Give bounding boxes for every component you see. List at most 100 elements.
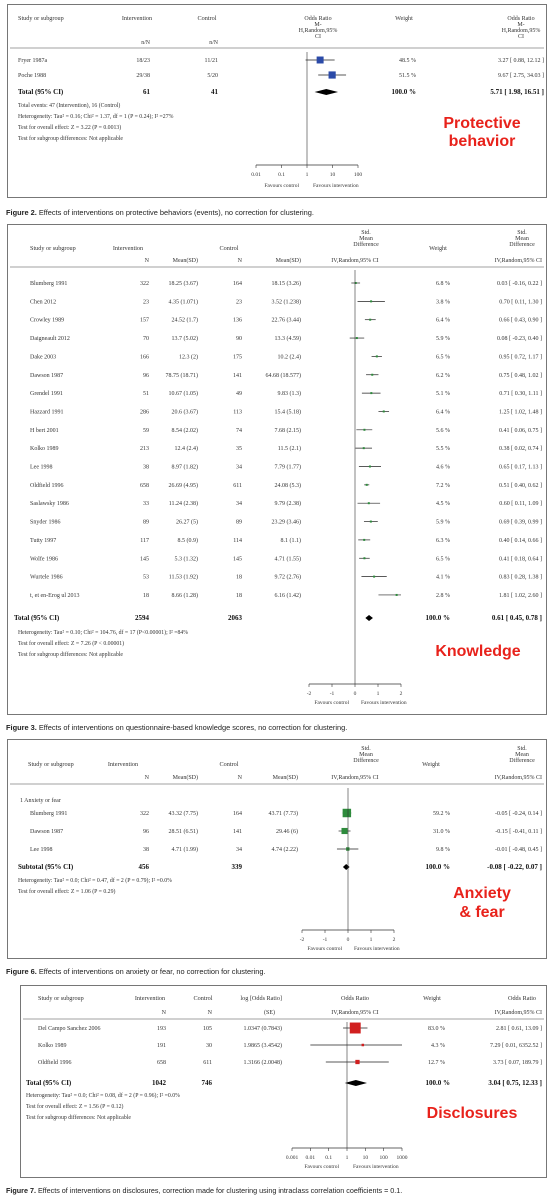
- p2-effect-square-9: [362, 447, 365, 450]
- p3-effect-square-0: [342, 808, 352, 818]
- p1-favours-intervention: Favours intervention: [313, 183, 359, 189]
- p4-stat-2: Test for subgroup differences: Not appli…: [26, 1114, 131, 1121]
- p3-weight-1: 31.0 %: [433, 829, 450, 835]
- p3-mean-0: 43.32 (7.75): [169, 810, 199, 817]
- p2-study-name-12: Saslawsky 1986: [30, 501, 69, 507]
- p3-control-n-0: 164: [233, 811, 242, 817]
- p3-x-tick-label-3: 1: [370, 937, 373, 943]
- p3-header-control: Control: [220, 761, 239, 768]
- p2-subheader-effect-right: IV,Random,95% CI: [495, 258, 542, 264]
- p2-study-name-17: t, et en-Erog ul 2013: [30, 593, 80, 599]
- p2-total-estimate: 0.61 [ 0.45, 0.78 ]: [492, 614, 542, 622]
- p2-control-mean-16: 9.72 (2.76): [275, 574, 302, 581]
- p1-header-weight: Weight: [395, 15, 413, 22]
- p3-estimate-1: -0.15 [ -0.41, 0.11 ]: [495, 829, 542, 835]
- p1-header-intervention: Intervention: [122, 15, 152, 22]
- p3-control-mean-1: 29.46 (6): [276, 828, 298, 835]
- p2-highlight-label-0: Knowledge: [435, 643, 520, 660]
- p2-study-name-11: Oldfield 1996: [30, 482, 64, 489]
- p2-mean-6: 10.67 (1.05): [169, 390, 199, 397]
- p2-study-name-1: Chen 2012: [30, 299, 56, 305]
- p2-caption: Figure 3. Effects of interventions on qu…: [6, 723, 347, 732]
- p2-weight-6: 5.1 %: [436, 391, 450, 397]
- p2-stat-2: Test for subgroup differences: Not appli…: [18, 651, 123, 658]
- p2-study-name-4: Dake 2003: [30, 354, 56, 360]
- p2-control-mean-0: 18.15 (3.26): [272, 280, 302, 287]
- p2-control-n-13: 89: [236, 520, 242, 526]
- p4-control-n-2: 611: [203, 1060, 212, 1066]
- p2-mean-0: 18.25 (3.67): [169, 280, 199, 287]
- p3-control-mean-0: 43.71 (7.73): [269, 810, 299, 817]
- p3-subheader-mean: Mean(SD): [173, 774, 198, 781]
- p2-mean-3: 13.7 (5.02): [172, 335, 199, 342]
- p2-weight-9: 5.5 %: [436, 446, 450, 452]
- p3-x-tick-label-1: -1: [323, 937, 328, 943]
- p4-x-tick-label-3: 1: [346, 1155, 349, 1161]
- p2-mean-10: 8.97 (1.82): [172, 464, 199, 471]
- p2-total-weight: 100.0 %: [426, 614, 451, 622]
- p3-study-name-2: Lee 1998: [30, 847, 53, 853]
- p4-header-effect: Odds Ratio: [341, 995, 369, 1002]
- p2-stat-0: Heterogeneity: Tau² = 0.10; Chi² = 104.7…: [18, 629, 188, 636]
- p2-study-name-14: Tutty 1997: [30, 538, 56, 544]
- p2-x-tick-label-2: 0: [354, 691, 357, 697]
- p2-control-n-11: 611: [233, 483, 242, 489]
- p2-mean-8: 8.54 (2.02): [172, 427, 199, 434]
- p2-mean-12: 11.24 (2.38): [169, 500, 198, 507]
- p1-subheader-intervention: n/N: [141, 40, 151, 46]
- p2-control-n-9: 35: [236, 446, 242, 452]
- p3-header-intervention: Intervention: [108, 761, 138, 768]
- p1-intervention-1: 29/38: [136, 73, 150, 79]
- p3-control-n-1: 141: [233, 829, 242, 835]
- p2-control-mean-7: 15.4 (5.18): [275, 408, 302, 415]
- p3-total-weight: 100.0 %: [426, 863, 451, 871]
- p4-frame: [20, 985, 547, 1178]
- p2-weight-0: 6.8 %: [436, 281, 450, 287]
- p3-total-control-n: 339: [232, 863, 243, 871]
- p3-favours-intervention: Favours intervention: [354, 946, 400, 952]
- p1-control-0: 11/21: [205, 58, 218, 64]
- p3-stat-0: Heterogeneity: Tau² = 0.0; Chi² = 0.47, …: [18, 877, 172, 884]
- p2-weight-8: 5.6 %: [436, 428, 450, 434]
- p2-n-16: 53: [143, 575, 149, 581]
- p3-n-0: 322: [140, 811, 149, 817]
- p3-subheader-control-mean: Mean(SD): [273, 774, 298, 781]
- p1-x-tick-label-2: 1: [306, 172, 309, 178]
- p2-n-9: 213: [140, 446, 149, 452]
- p2-n-17: 18: [143, 593, 149, 599]
- p4-effect-square-2: [355, 1059, 360, 1065]
- p2-estimate-8: 0.41 [ 0.06, 0.75 ]: [499, 428, 542, 434]
- p2-effect-square-13: [369, 520, 372, 523]
- p1-control-1: 5/20: [207, 73, 218, 79]
- p3-subheader-effect-right: IV,Random,95% CI: [495, 775, 542, 781]
- p2-control-mean-6: 9.83 (1.3): [278, 390, 302, 397]
- p1-study-name-1: Poche 1988: [18, 73, 46, 79]
- p2-n-12: 33: [143, 501, 149, 507]
- p2-control-n-5: 141: [233, 373, 242, 379]
- p1-total-intervention: 61: [143, 88, 151, 96]
- p4-total-weight: 100.0 %: [426, 1079, 451, 1087]
- p2-study-name-5: Dawson 1987: [30, 373, 63, 379]
- p4-stat-1: Test for overall effect: Z = 1.56 (P = 0…: [26, 1103, 123, 1110]
- p2-weight-2: 6.4 %: [436, 318, 450, 324]
- p4-header-effect-right: Odds Ratio: [508, 995, 536, 1002]
- p2-effect-square-0: [354, 282, 357, 284]
- p3-weight-2: 9.8 %: [436, 847, 450, 853]
- p2-weight-10: 4.6 %: [436, 465, 450, 471]
- p4-pooled-diamond: [344, 1080, 368, 1086]
- p2-control-n-15: 145: [233, 556, 242, 562]
- p4-x-tick-label-5: 100: [380, 1155, 389, 1161]
- p3-estimate-0: -0.05 [ -0.24, 0.14 ]: [495, 811, 542, 817]
- p2-control-mean-12: 9.79 (2.38): [275, 500, 302, 507]
- p4-x-tick-label-0: 0.001: [286, 1155, 299, 1161]
- p2-effect-square-1: [370, 300, 373, 303]
- p2-weight-17: 2.8 %: [436, 593, 450, 599]
- p4-x-tick-label-6: 1000: [397, 1155, 408, 1161]
- p4-x-tick-label-4: 10: [363, 1155, 369, 1161]
- p4-effect-square-1: [361, 1043, 365, 1047]
- p2-effect-square-12: [367, 502, 370, 505]
- p3-mean-1: 28.51 (6.51): [169, 828, 199, 835]
- p2-weight-12: 4.5 %: [436, 501, 450, 507]
- p1-stat-3: Test for subgroup differences: Not appli…: [18, 135, 123, 142]
- p2-n-3: 70: [143, 336, 149, 342]
